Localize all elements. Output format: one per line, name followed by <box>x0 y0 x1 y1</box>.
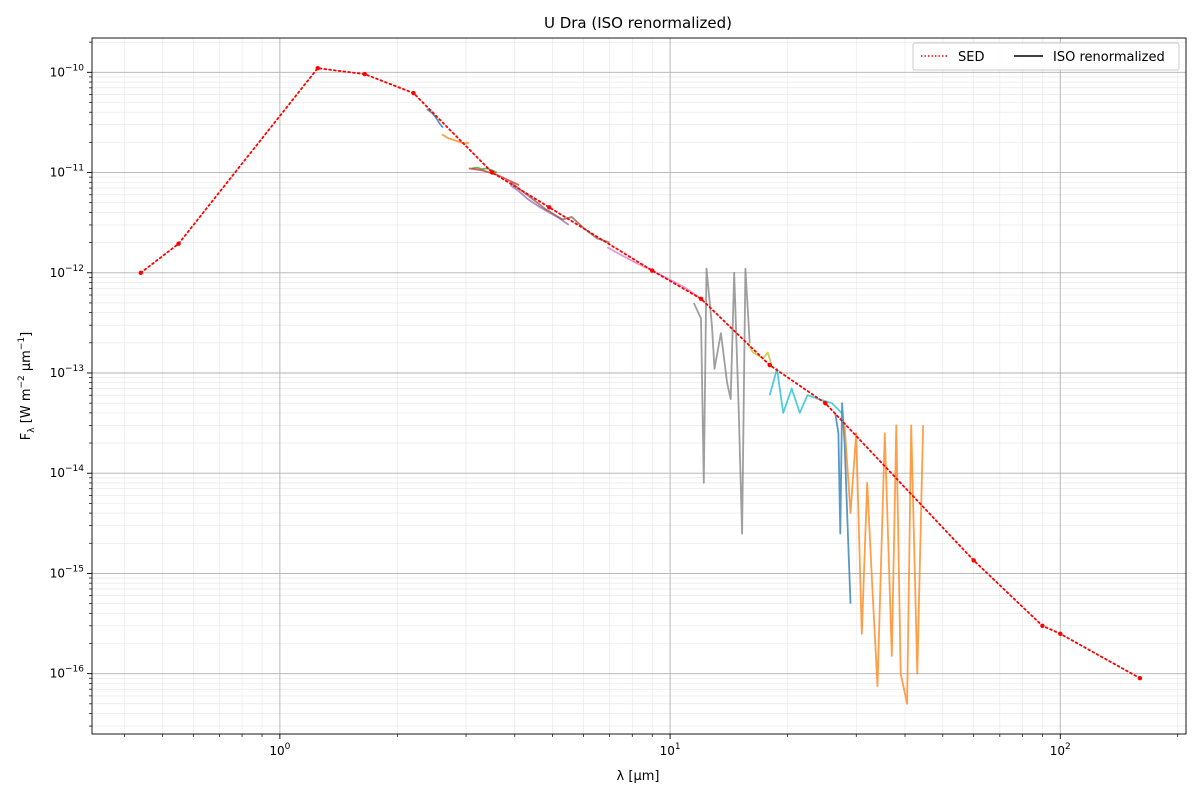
y-tick-label: 10−16 <box>50 665 85 681</box>
sed-point <box>767 362 772 368</box>
x-tick-label: 102 <box>1050 742 1071 758</box>
iso-segment-line <box>843 424 924 705</box>
y-tick-label: 10−11 <box>50 164 84 180</box>
y-axis-ticks: 10−16 10−15 10−14 10−13 10−12 10−11 10−10 <box>50 41 92 727</box>
iso-segment-line <box>692 267 751 535</box>
iso-segment-line <box>834 402 852 604</box>
iso-segment-line <box>441 133 470 145</box>
y-tick-label: 10−10 <box>50 63 85 79</box>
x-axis-ticks: 100 101 102 <box>124 734 1179 758</box>
sed-point <box>411 90 416 96</box>
y-tick-label: 10−12 <box>50 264 84 280</box>
plot-frame <box>91 37 1187 735</box>
sed-point <box>176 241 181 246</box>
sed-point <box>650 268 655 273</box>
sed-point <box>362 71 367 77</box>
x-axis-label: λ [μm] <box>617 769 660 784</box>
sed-line <box>139 67 1141 680</box>
sed-point <box>971 558 976 563</box>
minor-grid <box>92 38 1186 734</box>
y-axis-label: Fλ [W m−2 μm−1] <box>17 332 37 440</box>
iso-segment-line <box>468 167 520 186</box>
sed-point <box>1058 631 1063 636</box>
legend: SED ISO renormalized <box>912 42 1180 71</box>
sed-series <box>138 66 1143 681</box>
sed-point <box>1137 676 1143 681</box>
x-tick-label: 100 <box>269 742 290 758</box>
sed-point <box>138 270 143 275</box>
legend-iso-label: ISO renormalized <box>1053 50 1165 65</box>
sed-point <box>823 401 828 406</box>
sed-point <box>698 296 704 301</box>
iso-segment-line <box>426 108 444 129</box>
sed-point <box>547 205 552 210</box>
legend-box <box>912 42 1180 71</box>
sed-point <box>490 170 495 175</box>
sed-point <box>1040 623 1045 628</box>
x-tick-label: 101 <box>660 742 681 758</box>
y-tick-label: 10−14 <box>50 464 85 480</box>
iso-segment-line <box>768 367 843 414</box>
y-tick-label: 10−13 <box>50 364 84 380</box>
y-tick-label: 10−15 <box>50 564 84 580</box>
sed-point <box>315 66 320 71</box>
iso-segment-line <box>746 342 773 366</box>
chart-title: U Dra (ISO renormalized) <box>544 14 732 32</box>
legend-sed-label: SED <box>958 50 984 65</box>
major-grid <box>92 38 1186 734</box>
